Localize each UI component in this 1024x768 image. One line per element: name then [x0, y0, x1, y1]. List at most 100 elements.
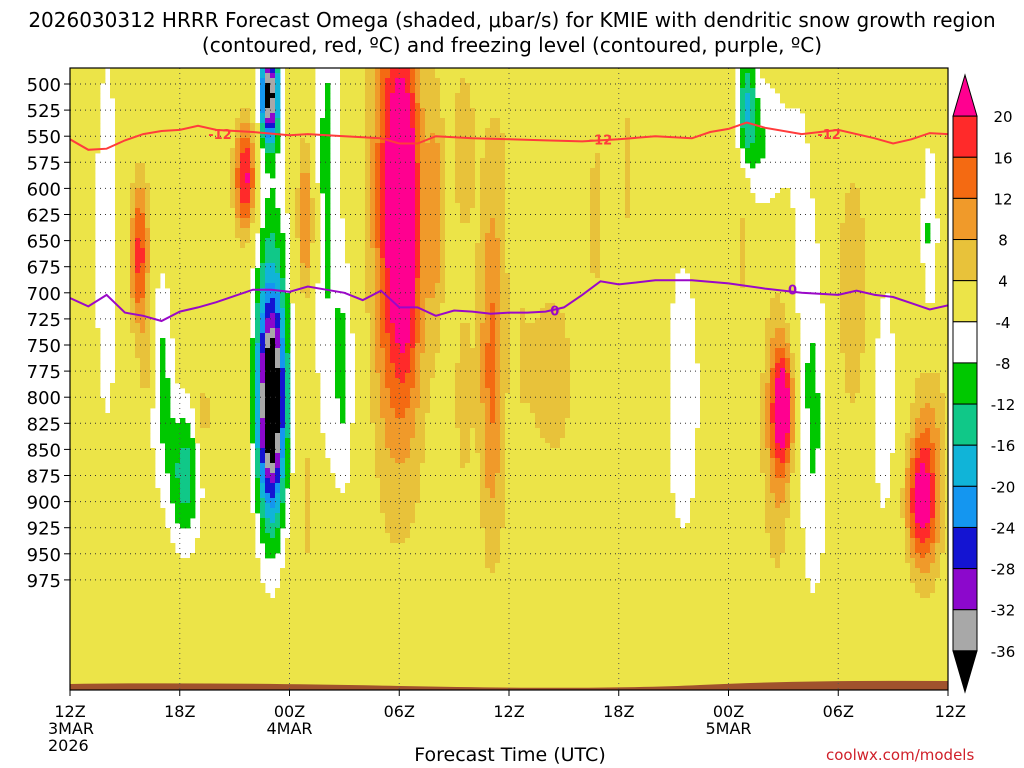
- omega-cell: [545, 168, 551, 174]
- omega-cell: [885, 143, 891, 149]
- omega-cell: [815, 213, 821, 219]
- omega-cell: [435, 158, 441, 164]
- omega-cell: [940, 173, 946, 179]
- omega-cell: [730, 198, 736, 204]
- omega-cell: [175, 168, 181, 174]
- omega-cell: [185, 118, 191, 124]
- omega-cell: [700, 138, 706, 144]
- omega-cell: [180, 93, 186, 99]
- omega-cell: [140, 133, 146, 139]
- omega-cell: [470, 123, 476, 129]
- omega-cell: [815, 143, 821, 149]
- omega-cell: [490, 223, 496, 229]
- omega-cell: [185, 213, 191, 219]
- omega-cell: [900, 208, 906, 214]
- omega-cell: [845, 173, 851, 179]
- omega-cell: [910, 113, 916, 119]
- omega-cell: [190, 93, 196, 99]
- omega-cell: [155, 83, 161, 89]
- omega-cell: [450, 103, 456, 109]
- omega-cell: [750, 98, 756, 104]
- omega-cell: [300, 93, 306, 99]
- omega-cell: [155, 93, 161, 99]
- omega-cell: [565, 193, 571, 199]
- omega-cell: [175, 198, 181, 204]
- omega-cell: [455, 113, 461, 119]
- omega-cell: [695, 128, 701, 134]
- omega-cell: [810, 93, 816, 99]
- omega-cell: [420, 143, 426, 149]
- omega-cell: [630, 158, 636, 164]
- omega-cell: [550, 173, 556, 179]
- omega-cell: [450, 188, 456, 194]
- omega-cell: [465, 193, 471, 199]
- omega-cell: [460, 188, 466, 194]
- omega-cell: [420, 98, 426, 104]
- omega-cell: [380, 198, 386, 204]
- omega-cell: [660, 78, 666, 84]
- omega-cell: [880, 148, 886, 154]
- omega-cell: [810, 158, 816, 164]
- omega-cell: [420, 173, 426, 179]
- omega-cell: [865, 93, 871, 99]
- omega-cell: [210, 78, 216, 84]
- omega-cell: [120, 78, 126, 84]
- omega-cell: [580, 213, 586, 219]
- omega-cell: [245, 218, 251, 224]
- omega-cell: [125, 83, 131, 89]
- omega-cell: [635, 203, 641, 209]
- omega-cell: [595, 188, 601, 194]
- omega-cell: [320, 158, 326, 164]
- omega-cell: [405, 113, 411, 119]
- omega-cell: [695, 123, 701, 129]
- omega-cell: [405, 93, 411, 99]
- omega-cell: [795, 93, 801, 99]
- omega-cell: [555, 173, 561, 179]
- omega-cell: [565, 73, 571, 79]
- omega-cell: [145, 88, 151, 94]
- omega-cell: [625, 113, 631, 119]
- omega-cell: [475, 203, 481, 209]
- omega-cell: [500, 208, 506, 214]
- omega-cell: [755, 213, 761, 219]
- omega-cell: [420, 78, 426, 84]
- omega-cell: [240, 223, 246, 229]
- omega-cell: [530, 98, 536, 104]
- omega-cell: [705, 148, 711, 154]
- omega-cell: [455, 78, 461, 84]
- omega-cell: [875, 203, 881, 209]
- omega-cell: [340, 163, 346, 169]
- omega-cell: [320, 148, 326, 154]
- omega-cell: [300, 148, 306, 154]
- omega-cell: [350, 173, 356, 179]
- omega-cell: [320, 138, 326, 144]
- omega-cell: [840, 83, 846, 89]
- omega-cell: [510, 183, 516, 189]
- omega-cell: [360, 83, 366, 89]
- omega-cell: [895, 83, 901, 89]
- omega-cell: [565, 103, 571, 109]
- omega-cell: [355, 183, 361, 189]
- omega-cell: [325, 183, 331, 189]
- omega-cell: [415, 83, 421, 89]
- omega-cell: [420, 88, 426, 94]
- omega-cell: [295, 123, 301, 129]
- omega-cell: [155, 163, 161, 169]
- omega-cell: [485, 153, 491, 159]
- omega-cell: [710, 183, 716, 189]
- omega-cell: [80, 118, 86, 124]
- omega-cell: [850, 158, 856, 164]
- omega-cell: [190, 213, 196, 219]
- omega-cell: [410, 138, 416, 144]
- omega-cell: [310, 83, 316, 89]
- omega-cell: [810, 83, 816, 89]
- omega-cell: [300, 213, 306, 219]
- omega-cell: [295, 153, 301, 159]
- omega-cell: [315, 193, 321, 199]
- omega-cell: [180, 118, 186, 124]
- omega-cell: [710, 153, 716, 159]
- omega-cell: [430, 203, 436, 209]
- omega-cell: [730, 188, 736, 194]
- omega-cell: [575, 88, 581, 94]
- omega-cell: [655, 113, 661, 119]
